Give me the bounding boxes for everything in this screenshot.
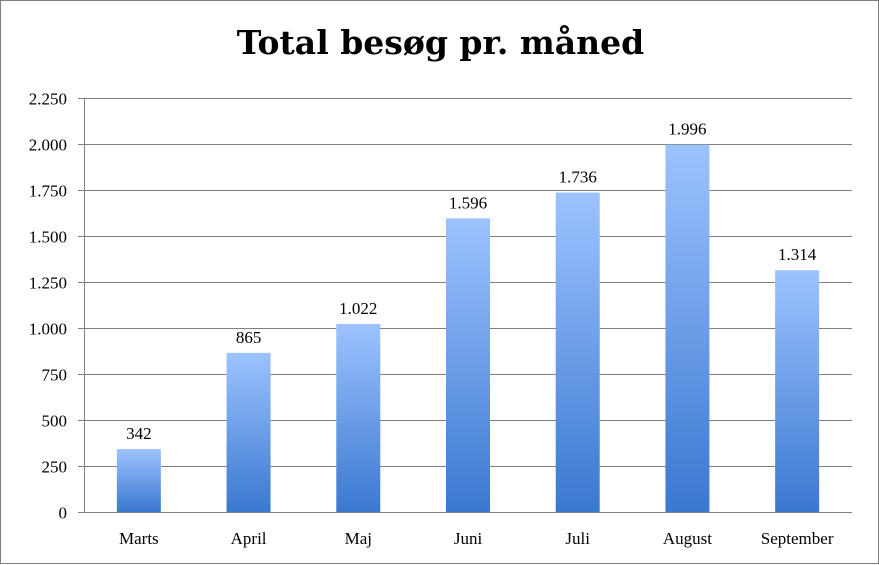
y-tick-label: 1.750 <box>29 182 67 201</box>
bars <box>116 144 820 513</box>
x-category-label: August <box>663 529 712 548</box>
x-category-label: Juli <box>565 529 590 548</box>
y-tick-label: 1.250 <box>29 274 67 293</box>
chart-title: Total besøg pr. måned <box>236 23 645 62</box>
x-category-label: Juni <box>454 529 483 548</box>
y-tick-label: 1.500 <box>29 228 67 247</box>
bar-juni <box>446 218 490 512</box>
bar-maj <box>336 323 381 512</box>
bar-marts <box>116 449 161 512</box>
bar-september <box>775 270 820 512</box>
y-tick-label: 2.000 <box>29 136 67 155</box>
axes <box>78 98 852 513</box>
labels: 0 250 500 750 1.000 1.250 1.500 1.750 2.000 2.250… <box>29 90 834 549</box>
data-label: 1.996 <box>668 120 706 139</box>
x-category-label: Marts <box>119 529 159 548</box>
data-label: 1.596 <box>449 193 487 212</box>
data-label: 1.314 <box>778 245 817 264</box>
y-tick-label: 750 <box>42 366 68 385</box>
bar-april <box>226 352 271 512</box>
bar-august <box>665 144 710 512</box>
data-label: 1.736 <box>559 168 597 187</box>
y-tick-label: 2.250 <box>29 90 67 109</box>
data-label: 1.022 <box>339 299 377 318</box>
x-category-label: April <box>231 529 267 548</box>
y-tick-label: 500 <box>42 412 68 431</box>
y-tick-label: 0 <box>59 504 68 523</box>
x-category-label: Maj <box>345 529 372 548</box>
data-label: 865 <box>236 328 262 347</box>
y-tick-label: 1.000 <box>29 320 67 339</box>
data-label: 342 <box>126 424 152 443</box>
x-category-label: September <box>761 529 834 548</box>
bar-juli <box>555 192 600 513</box>
y-tick-label: 250 <box>42 458 68 477</box>
